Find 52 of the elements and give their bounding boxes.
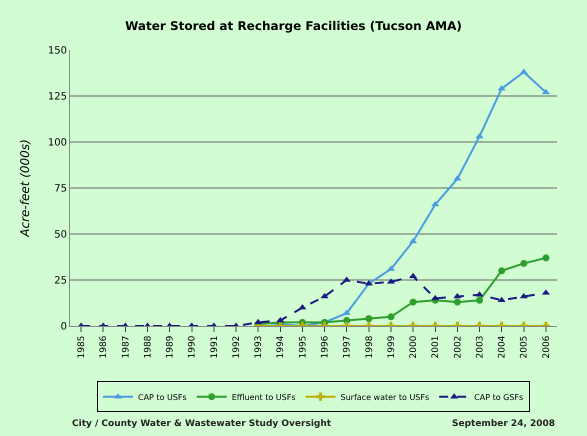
x-tick-label: 1993: [254, 336, 264, 359]
y-tick-label: 0: [60, 322, 67, 332]
point: [542, 254, 550, 262]
x-tick-label: 2000: [409, 335, 420, 359]
point: [409, 272, 418, 278]
y-tick-label: 25: [54, 276, 67, 286]
x-tick-label: 2004: [498, 335, 508, 359]
y-tick-label: 100: [48, 138, 67, 148]
x-tick-label: 1999: [386, 335, 397, 359]
x-tick-label: 2003: [475, 336, 486, 359]
x-tick-label: 1997: [342, 336, 353, 359]
point: [454, 298, 461, 306]
x-tick-label: 2005: [520, 336, 530, 359]
point: [409, 238, 418, 244]
point: [542, 289, 550, 295]
text: City / County Water & Wastewater Study Oversight: [72, 419, 332, 429]
x-tick-label: 1995: [298, 336, 308, 359]
x-tick-label: 1989: [166, 335, 176, 359]
x-tick-label: 1998: [364, 335, 375, 359]
x-tick-label: 2001: [431, 336, 442, 359]
legend-label: Effluent to USFs: [232, 392, 296, 402]
x-tick-label: 1986: [99, 335, 110, 359]
y-tick-label: 50: [54, 230, 67, 240]
point: [276, 316, 284, 322]
x-tick-label: 1991: [210, 336, 220, 359]
x-tick-label: 2002: [453, 336, 464, 359]
legend-label: CAP to GSFs: [474, 392, 524, 402]
legend-label: Surface water to USFs: [340, 392, 430, 402]
point: [410, 298, 417, 306]
x-tick-label: 2006: [542, 335, 552, 359]
x-tick-label: 1992: [232, 336, 242, 359]
x-tick-label: 1985: [76, 336, 87, 359]
point: [498, 267, 506, 274]
y-tick-label: 75: [54, 184, 67, 194]
y-tick-label: 150: [48, 46, 67, 56]
x-tick-label: 1996: [320, 335, 330, 359]
x-tick-label: 1994: [276, 335, 286, 359]
text: September 24, 2008: [452, 419, 556, 429]
y-tick-label: 125: [48, 92, 67, 102]
point: [387, 313, 394, 320]
legend-label: CAP to USFs: [138, 392, 187, 402]
point: [365, 315, 372, 322]
chart-title: Water Stored at Recharge Facilities (Tucson AMA): [125, 19, 462, 34]
x-tick-label: 1990: [188, 335, 198, 359]
point: [453, 175, 462, 181]
x-tick-label: 1988: [143, 335, 154, 359]
point: [476, 296, 484, 304]
x-tick-label: 1987: [121, 336, 132, 359]
point: [520, 260, 528, 267]
y-axis-title: Acre-feet (000s): [18, 139, 32, 238]
point: [542, 88, 550, 94]
point: [431, 294, 440, 300]
